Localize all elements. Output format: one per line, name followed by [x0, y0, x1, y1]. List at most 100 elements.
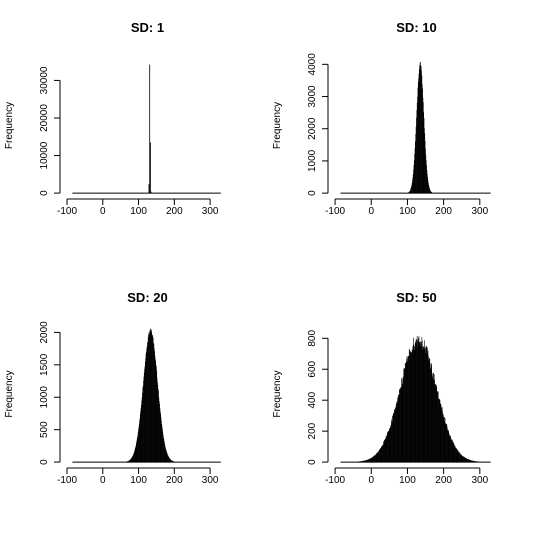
histogram-bar [423, 102, 424, 194]
histogram-bar [414, 148, 416, 194]
histogram-bar [157, 384, 159, 463]
histogram-bar [463, 456, 464, 463]
histogram-bar [385, 436, 387, 463]
histogram-bar [165, 449, 167, 463]
histogram-bar [388, 429, 390, 463]
histogram-bar [404, 362, 406, 463]
histogram-bar [415, 341, 417, 463]
histogram-bar [424, 133, 426, 194]
histogram-bar [447, 430, 448, 463]
x-tick-label: -100 [325, 206, 345, 217]
histogram-bar [140, 410, 141, 463]
histogram-bar [394, 411, 396, 463]
histogram-bar [421, 75, 423, 194]
histogram-bar [171, 460, 173, 463]
histogram-bar [426, 165, 427, 194]
histogram-bar [150, 191, 152, 194]
histogram-bar [420, 65, 422, 194]
histogram-bar [453, 443, 454, 463]
histogram-bar [463, 456, 465, 463]
histogram-bar [138, 429, 139, 463]
histogram-bar [417, 337, 419, 463]
histogram-bar [169, 458, 171, 463]
histogram-bar [172, 461, 174, 463]
histogram-bar [149, 64, 151, 194]
histogram-bar [386, 433, 388, 463]
histogram-bar [382, 445, 384, 463]
histogram-bar [423, 348, 424, 463]
histogram-bar [425, 348, 426, 463]
histogram-bar [426, 173, 428, 194]
histogram-bar [435, 384, 436, 463]
y-axis-label: Frequency [272, 370, 283, 417]
histogram-bar [148, 332, 150, 463]
histogram-bar [142, 387, 144, 463]
histogram-bar [430, 191, 432, 194]
histogram-bar [400, 386, 402, 463]
histogram-bar [362, 461, 364, 463]
histogram-bar [367, 459, 369, 463]
histogram-bar [152, 337, 154, 463]
histogram-bar [395, 403, 397, 463]
histogram-bar [136, 443, 137, 463]
histogram-bar [382, 445, 383, 463]
histogram-bar [170, 459, 172, 463]
histogram-bar [428, 183, 429, 194]
histogram-bar [367, 459, 368, 463]
y-tick-label: 1000 [39, 386, 50, 409]
histogram-bar [462, 456, 464, 463]
histogram-bar [442, 411, 443, 463]
histogram-bar [462, 456, 464, 463]
histogram-bar [438, 399, 440, 463]
histogram-bar [446, 424, 448, 463]
histogram-bar [131, 457, 133, 463]
histogram-bar [407, 355, 409, 463]
histogram-bar [146, 346, 148, 463]
histogram-bar [371, 457, 372, 463]
histogram-bar [423, 348, 425, 463]
histogram-bar [404, 370, 406, 463]
histogram-bar [409, 190, 411, 194]
histogram-bar [434, 383, 436, 463]
histogram-bar [412, 349, 413, 463]
histogram-bar [130, 458, 132, 463]
histogram-bar [409, 190, 411, 194]
histogram-bar [434, 383, 436, 463]
histogram-bar [156, 366, 157, 463]
histogram-bar [145, 353, 147, 463]
histogram-bar [428, 355, 429, 463]
histogram-bar [468, 459, 470, 463]
histogram-bar [142, 392, 143, 463]
histogram-bar [134, 449, 136, 463]
histogram-bar [141, 397, 143, 463]
histogram-bar [418, 78, 419, 194]
histogram-bar [396, 402, 397, 463]
histogram-bar [130, 459, 131, 463]
histogram-panel: SD: 50 Frequency -100 0 100 200 300 0 200 400 600 8… [272, 290, 491, 486]
histogram-bar [424, 348, 426, 463]
histogram-bar [362, 460, 364, 463]
histogram-bar [385, 438, 386, 463]
histogram-bar [419, 65, 421, 194]
histogram-bar [394, 409, 396, 463]
histogram-bar [413, 343, 415, 463]
histogram-bar [444, 420, 445, 463]
histogram-bar [392, 413, 394, 463]
histogram-bar [138, 426, 140, 463]
histogram-bar [430, 363, 432, 463]
histogram-bar [449, 435, 451, 463]
histogram-bar [381, 446, 383, 463]
histogram-bar [451, 439, 453, 463]
histogram-bar [364, 460, 365, 463]
histogram-bar [454, 445, 456, 463]
histogram-bar [364, 460, 366, 463]
histogram-bar [455, 448, 457, 463]
histogram-bar [362, 461, 363, 463]
y-tick-label: 10000 [39, 141, 50, 169]
histogram-bar [458, 452, 460, 463]
histogram-bar [409, 351, 411, 463]
histogram-bar [414, 348, 416, 463]
histogram-bar [161, 420, 162, 463]
